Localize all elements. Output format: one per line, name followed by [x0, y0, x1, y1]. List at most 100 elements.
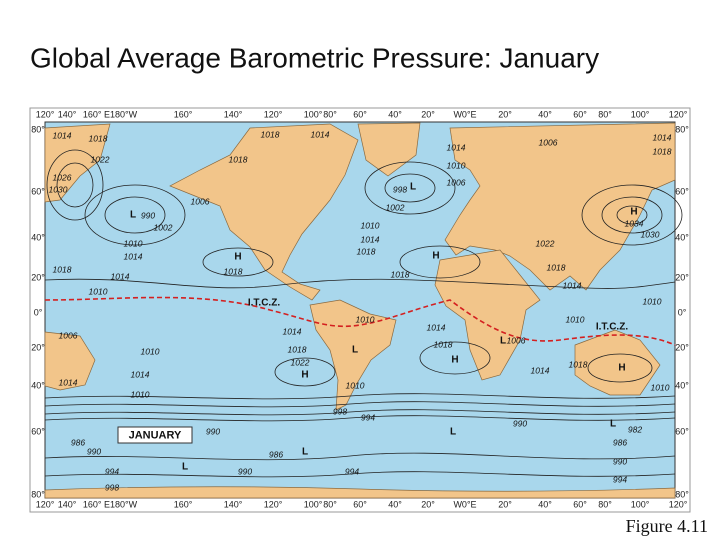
isobar-label: 1010	[651, 382, 670, 392]
latitude-label: 0°	[34, 307, 43, 317]
isobar-label: 1006	[191, 196, 210, 206]
isobar-label: 1018	[547, 262, 566, 272]
isobar-label: 1010	[566, 314, 585, 324]
longitude-label: 100°	[631, 499, 650, 509]
longitude-label: 100°	[304, 499, 323, 509]
itcz-line	[44, 296, 676, 346]
isobar-label: 990	[238, 466, 252, 476]
isobar-label: 1014	[53, 130, 72, 140]
longitude-label: 20°	[498, 109, 512, 119]
isobar-label: 1030	[49, 184, 68, 194]
latitude-label: 20°	[675, 272, 689, 282]
isobar-label: 1014	[131, 369, 150, 379]
pressure-center: H	[451, 355, 458, 366]
longitude-label: 80°	[598, 109, 612, 119]
latitude-label: 60°	[31, 426, 45, 436]
longitude-label: 80°	[323, 499, 337, 509]
isobar-label: 1006	[59, 330, 78, 340]
longitude-label: 60°	[353, 499, 367, 509]
latitude-label: 60°	[31, 186, 45, 196]
greenland	[357, 122, 421, 177]
africa	[434, 249, 541, 381]
isobar-label: 990	[513, 418, 527, 428]
caption: Figure 4.11	[626, 516, 708, 536]
pressure-center: L	[302, 447, 308, 458]
longitude-label: 140°	[224, 109, 243, 119]
isobar-label: 994	[613, 474, 627, 484]
latitude-label: 60°	[675, 426, 689, 436]
pressure-center: H	[618, 363, 625, 374]
isobar-label: 1010	[124, 238, 143, 248]
isobar-label: 990	[141, 210, 155, 220]
pressure-center: L	[410, 182, 416, 193]
isobar-label: 1006	[507, 335, 526, 345]
isobar-label: 1010	[447, 160, 466, 170]
longitude-label: 140°	[58, 109, 77, 119]
legend-box	[117, 426, 193, 444]
isobars	[44, 149, 683, 478]
isobar-label: 1006	[447, 177, 466, 187]
isobar-label: 998	[333, 406, 347, 416]
latitude-label: 20°	[675, 342, 689, 352]
north-america	[169, 123, 359, 301]
isobar-label: 994	[105, 466, 119, 476]
title: Global Average Barometric Pressure: Janu…	[30, 42, 599, 73]
isobar-label: 990	[206, 426, 220, 436]
longitude-label: 100°	[631, 109, 650, 119]
pressure-center: H	[630, 207, 637, 218]
longitude-label: 120°	[669, 499, 688, 509]
longitude-label: 60°	[353, 109, 367, 119]
longitude-label: 120°	[669, 109, 688, 119]
isobar-label: 1022	[91, 154, 110, 164]
isobar-label: 994	[345, 466, 359, 476]
isobar-label: 1010	[131, 389, 150, 399]
pressure-center: L	[352, 345, 358, 356]
isobar-label: 1034	[625, 218, 644, 228]
isobar-label: 1014	[283, 326, 302, 336]
isobar-label: 994	[361, 412, 375, 422]
isobar-label: 1014	[361, 234, 380, 244]
longitude-label: 40°	[388, 109, 402, 119]
isobar-label: 1002	[154, 222, 173, 232]
isobar-label: 1018	[391, 269, 410, 279]
isobar-label: 990	[613, 456, 627, 466]
longitude-label: 120°	[36, 499, 55, 509]
antarctica	[44, 486, 676, 499]
isobar-label: 1018	[357, 246, 376, 256]
longitude-label: 100°	[304, 109, 323, 119]
australia-west	[44, 331, 96, 391]
longitude-label: 120°	[36, 109, 55, 119]
latitude-label: 0°	[678, 307, 687, 317]
longitude-label: 40°	[538, 499, 552, 509]
latitude-label: 60°	[675, 186, 689, 196]
isobar-label: 1010	[141, 346, 160, 356]
longitude-label: 120°	[264, 109, 283, 119]
isobar-label: 1010	[89, 286, 108, 296]
isobar-label: 1006	[539, 137, 558, 147]
isobar-label: 998	[105, 482, 119, 492]
isobar-label: 1018	[229, 154, 248, 164]
longitude-label: 140°	[224, 499, 243, 509]
isobar-label: 986	[613, 437, 627, 447]
longitude-label: 140°	[58, 499, 77, 509]
longitude-label: 20°	[421, 109, 435, 119]
isobar-label: 1018	[434, 339, 453, 349]
isobar-label: 1018	[288, 344, 307, 354]
continents	[44, 122, 676, 499]
isobar-label: 1030	[641, 229, 660, 239]
isobar-label: 1014	[59, 377, 78, 387]
isobar-label: 1014	[653, 132, 672, 142]
latitude-label: 40°	[31, 232, 45, 242]
pressure-center: H	[432, 251, 439, 262]
isobar-label: 1018	[569, 359, 588, 369]
isobar-label: 1018	[53, 264, 72, 274]
longitude-label: 160°	[174, 499, 193, 509]
eurasia	[444, 122, 676, 291]
isobar-label: 990	[87, 446, 101, 456]
longitude-label: 20°	[498, 499, 512, 509]
longitude-label: 160° E180°W	[83, 499, 138, 509]
isobar-label: 1010	[361, 220, 380, 230]
longitude-label: 80°	[323, 109, 337, 119]
latitude-label: 80°	[675, 489, 689, 499]
pressure-center: H	[301, 370, 308, 381]
